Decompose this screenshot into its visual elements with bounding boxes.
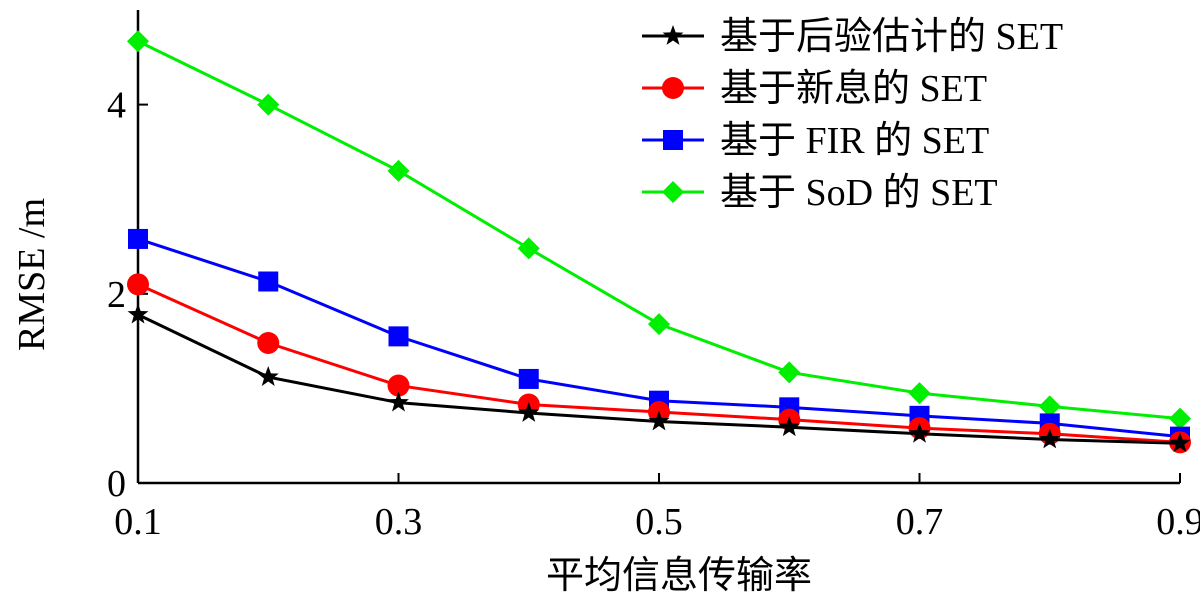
legend-marker	[662, 25, 684, 45]
data-point	[258, 271, 279, 292]
data-point	[908, 382, 931, 405]
legend-label: 基于后验估计的 SET	[720, 16, 1063, 58]
legend: 基于后验估计的 SET 基于新息的 SET 基于 FIR 的 SET 基于 SoD 的…	[642, 16, 1063, 214]
data-point	[1039, 428, 1061, 449]
data-point	[257, 366, 279, 386]
data-point	[127, 303, 149, 324]
data-point	[909, 422, 930, 443]
legend-label: 基于新息的 SET	[720, 68, 987, 110]
data-point	[518, 368, 539, 389]
data-point	[1169, 407, 1191, 430]
x-tick-label: 0.1	[114, 501, 162, 543]
data-point	[778, 361, 801, 384]
axes: 0.1 0.3 0.5 0.7 0.9 0 2 4	[107, 10, 1200, 543]
data-point	[648, 410, 670, 431]
data-point	[648, 313, 670, 336]
series-layer	[127, 30, 1191, 454]
x-axis-title: 平均信息传输率	[546, 555, 812, 597]
x-tick-label: 0.7	[896, 501, 944, 543]
data-point	[778, 416, 800, 437]
data-point	[388, 326, 409, 347]
series-3	[127, 30, 1191, 430]
data-point	[518, 402, 540, 422]
legend-label: 基于 SoD 的 SET	[720, 172, 998, 214]
data-point	[257, 93, 280, 116]
legend-marker	[662, 77, 684, 99]
data-point	[387, 374, 410, 397]
data-point	[1038, 395, 1061, 418]
data-point	[127, 30, 149, 53]
y-tick-label: 2	[107, 274, 126, 316]
legend-marker	[662, 181, 684, 203]
data-point	[517, 237, 540, 260]
x-tick-label: 0.3	[375, 501, 423, 543]
data-point	[387, 159, 410, 182]
legend-label: 基于 FIR 的 SET	[720, 120, 989, 162]
data-point	[127, 273, 149, 296]
data-point	[257, 331, 280, 354]
data-point	[388, 391, 409, 412]
y-axis-title: RMSE /m	[11, 198, 53, 351]
data-point	[128, 228, 148, 249]
y-tick-label: 0	[107, 463, 126, 505]
x-tick-label: 0.5	[635, 501, 683, 543]
legend-marker	[663, 130, 683, 150]
series-0	[127, 303, 1191, 453]
data-point	[1169, 432, 1191, 453]
x-tick-label: 0.9	[1156, 501, 1200, 543]
y-tick-label: 4	[107, 85, 126, 127]
